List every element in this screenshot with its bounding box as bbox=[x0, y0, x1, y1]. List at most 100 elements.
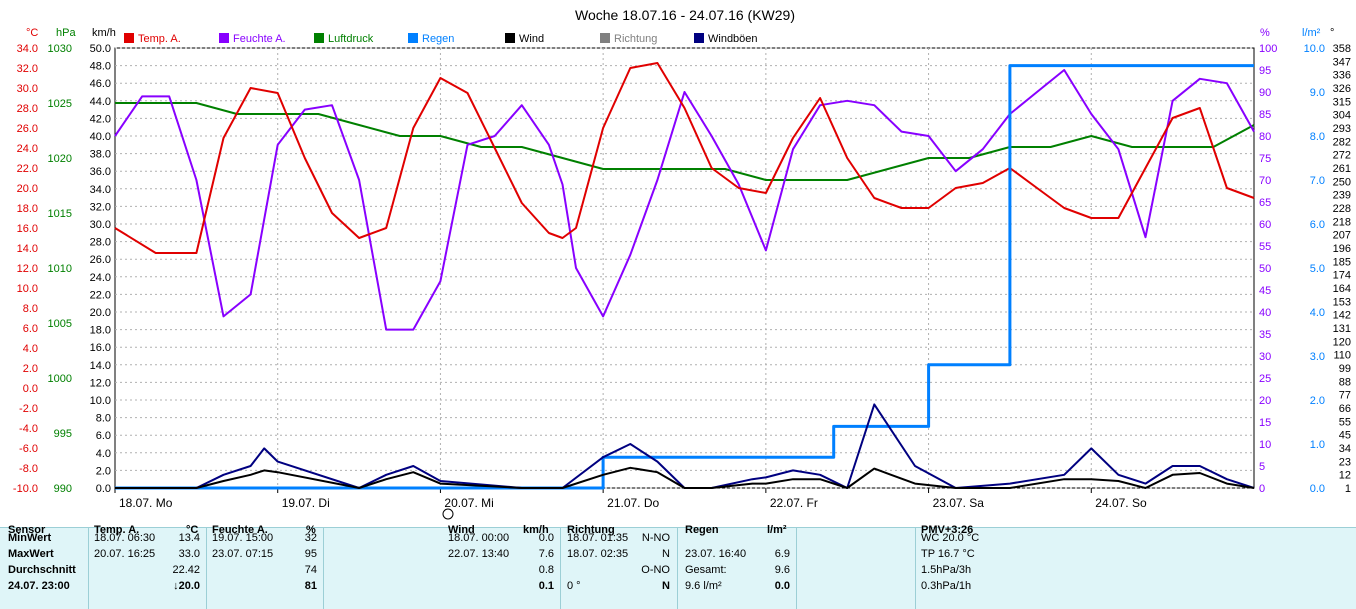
weather-chart: 34.032.030.028.026.024.022.020.018.016.0… bbox=[13, 7, 1351, 520]
chart-title: Woche 18.07.16 - 24.07.16 (KW29) bbox=[575, 7, 795, 23]
series-group bbox=[114, 62, 1255, 490]
axis-tick-rain: 4.0 bbox=[1310, 307, 1325, 319]
axis-tick-direction: 45 bbox=[1339, 430, 1351, 442]
axis-tick-pressure: 1015 bbox=[48, 208, 72, 220]
table-cell-time: 18.07. 00:00 bbox=[448, 532, 510, 544]
axis-tick-rain: 1.0 bbox=[1310, 439, 1325, 451]
table-unit-wind: km/h bbox=[523, 524, 549, 536]
axis-tick-wind: 36.0 bbox=[90, 166, 111, 178]
table-unit-temp: °C bbox=[186, 524, 199, 536]
axis-tick-wind: 18.0 bbox=[90, 325, 111, 337]
axis-tick-humidity: 10 bbox=[1259, 439, 1271, 451]
axis-tick-wind: 26.0 bbox=[90, 254, 111, 266]
table-cell-value: 13.4 bbox=[178, 532, 200, 544]
axis-tick-humidity: 90 bbox=[1259, 87, 1271, 99]
table-cell-value: 22.42 bbox=[172, 564, 200, 576]
axis-tick-wind: 42.0 bbox=[90, 113, 111, 125]
x-tick-label: 24.07. So bbox=[1095, 496, 1147, 510]
axis-tick-temp: 16.0 bbox=[17, 223, 38, 235]
axis-tick-wind: 32.0 bbox=[90, 201, 111, 213]
axis-tick-direction: 239 bbox=[1333, 190, 1351, 202]
axis-tick-direction: 272 bbox=[1333, 150, 1351, 162]
table-cell-value: 95 bbox=[304, 548, 317, 560]
table-cell-time: 18.07. 02:35 bbox=[567, 548, 629, 560]
axis-tick-wind: 10.0 bbox=[90, 395, 111, 407]
axis-tick-direction: 228 bbox=[1333, 203, 1351, 215]
axis-tick-wind: 6.0 bbox=[96, 430, 111, 442]
table-row-label: MinWert bbox=[8, 532, 52, 544]
table-cell-value: N bbox=[662, 548, 670, 560]
table-cell-value: 0.0 bbox=[538, 532, 554, 544]
axis-tick-direction: 250 bbox=[1333, 176, 1351, 188]
axis-tick-direction: 1 bbox=[1345, 483, 1351, 495]
table-cell-time: 18.07. 01:35 bbox=[567, 532, 629, 544]
axis-unit-wind: km/h bbox=[92, 27, 116, 39]
axis-tick-temp: 2.0 bbox=[23, 363, 38, 375]
axis-tick-wind: 2.0 bbox=[96, 465, 111, 477]
legend-label: Wind bbox=[519, 33, 544, 45]
legend-label: Windböen bbox=[708, 33, 758, 45]
axis-tick-humidity: 100 bbox=[1259, 43, 1277, 55]
table-cell-time: 18.07. 06:30 bbox=[94, 532, 156, 544]
axis-tick-wind: 50.0 bbox=[90, 43, 111, 55]
axis-tick-temp: 34.0 bbox=[17, 43, 38, 55]
axis-tick-pressure: 1005 bbox=[48, 318, 72, 330]
axis-tick-rain: 6.0 bbox=[1310, 219, 1325, 231]
axis-tick-rain: 0.0 bbox=[1310, 483, 1325, 495]
axis-tick-temp: 12.0 bbox=[17, 263, 38, 275]
table-header-temp: Temp. A. bbox=[94, 524, 140, 536]
x-tick-label: 19.07. Di bbox=[282, 496, 330, 510]
axis-tick-wind: 44.0 bbox=[90, 96, 111, 108]
axis-tick-wind: 34.0 bbox=[90, 184, 111, 196]
table-cell-pmv: TP 16.7 °C bbox=[921, 548, 975, 560]
axis-tick-direction: 12 bbox=[1339, 470, 1351, 482]
table-cell-value: O-NO bbox=[641, 564, 670, 576]
axis-tick-temp: 4.0 bbox=[23, 343, 38, 355]
legend-label: Richtung bbox=[614, 33, 657, 45]
axis-tick-direction: 55 bbox=[1339, 416, 1351, 428]
series-line-temp-a- bbox=[114, 62, 1255, 254]
axis-tick-temp: -4.0 bbox=[19, 423, 38, 435]
axis-tick-temp: -8.0 bbox=[19, 463, 38, 475]
axis-tick-direction: 304 bbox=[1333, 110, 1351, 122]
series-line-feuchte-a- bbox=[114, 69, 1255, 331]
table-cell-value: N bbox=[662, 580, 670, 592]
summary-table: Sensor MinWert MaxWert Durchschnitt 24.07. 2… bbox=[0, 524, 1356, 609]
axis-tick-humidity: 55 bbox=[1259, 241, 1271, 253]
axis-tick-direction: 164 bbox=[1333, 283, 1351, 295]
scroll-marker-icon[interactable] bbox=[442, 508, 454, 520]
axis-tick-wind: 24.0 bbox=[90, 272, 111, 284]
axis-tick-wind: 14.0 bbox=[90, 360, 111, 372]
legend-label: Feuchte A. bbox=[233, 33, 286, 45]
axis-tick-pressure: 990 bbox=[54, 483, 72, 495]
axis-tick-humidity: 15 bbox=[1259, 417, 1271, 429]
axis-tick-temp: 22.0 bbox=[17, 163, 38, 175]
axis-tick-temp: 0.0 bbox=[23, 383, 38, 395]
axis-tick-wind: 16.0 bbox=[90, 342, 111, 354]
axis-tick-direction: 347 bbox=[1333, 56, 1351, 68]
axis-tick-wind: 20.0 bbox=[90, 307, 111, 319]
table-cell-time: 0 ° bbox=[567, 580, 581, 592]
axis-tick-pressure: 1020 bbox=[48, 153, 72, 165]
axis-tick-temp: 10.0 bbox=[17, 283, 38, 295]
axis-tick-direction: 120 bbox=[1333, 336, 1351, 348]
axis-unit-pressure: hPa bbox=[56, 27, 76, 39]
legend: Temp. A. Feuchte A. Luftdruck Regen Wind Rich… bbox=[124, 33, 758, 45]
axis-tick-rain: 10.0 bbox=[1304, 43, 1325, 55]
axis-tick-wind: 38.0 bbox=[90, 149, 111, 161]
table-cell-value: N-NO bbox=[641, 532, 670, 544]
axis-tick-temp: -2.0 bbox=[19, 403, 38, 415]
series-line-regen bbox=[115, 64, 1254, 490]
legend-label: Regen bbox=[422, 33, 454, 45]
axis-unit-humidity: % bbox=[1260, 27, 1270, 39]
axis-tick-wind: 8.0 bbox=[96, 413, 111, 425]
series-line-wind bbox=[115, 466, 1255, 489]
axis-tick-humidity: 5 bbox=[1259, 461, 1265, 473]
axis-tick-direction: 196 bbox=[1333, 243, 1351, 255]
axis-tick-temp: 8.0 bbox=[23, 303, 38, 315]
table-header-pmv: PMV+3:26 bbox=[921, 524, 974, 536]
axis-tick-humidity: 40 bbox=[1259, 307, 1271, 319]
axis-tick-humidity: 85 bbox=[1259, 109, 1271, 121]
plot-area bbox=[114, 47, 1255, 489]
axis-tick-direction: 293 bbox=[1333, 123, 1351, 135]
